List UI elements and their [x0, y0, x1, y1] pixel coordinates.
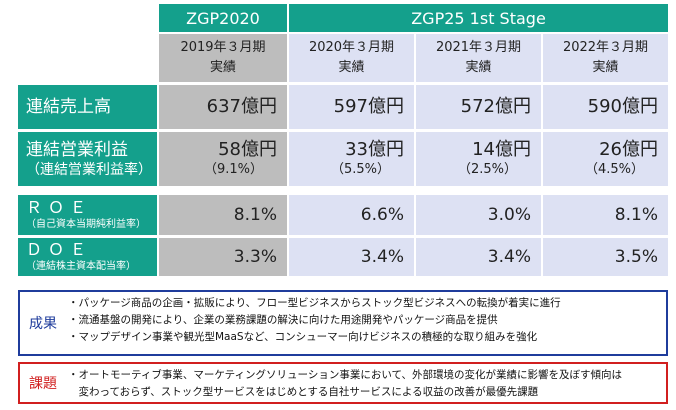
results-line: ・マップデザイン事業や観光型MaaSなど、コンシューマー向けビジネスの積極的な取… — [68, 331, 538, 343]
doe-value-2021: 3.4% — [416, 238, 541, 276]
results-line: ・パッケージ商品の企画・拡販により、フロー型ビジネスからストック型ビジネスへの転… — [68, 297, 561, 309]
row-label-roe: ＲＯＥ （自己資本当期純利益率） — [18, 195, 157, 235]
issues-lines: ・オートモーティブ事業、マーケティングソリューション事業において、外部環境の変化… — [68, 367, 666, 401]
results-box: 成果 ・パッケージ商品の企画・拡販により、フロー型ビジネスからストック型ビジネス… — [18, 290, 668, 356]
issues-box: 課題 ・オートモーティブ事業、マーケティングソリューション事業において、外部環境… — [18, 362, 668, 404]
period-2022: 2022年３月期 実績 — [543, 34, 668, 82]
roe-value-2019: 8.1% — [159, 195, 287, 235]
sales-value-2020: 597億円 — [289, 85, 414, 129]
period-2021: 2021年３月期 実績 — [416, 34, 541, 82]
row-label-op-income: 連結営業利益 （連結営業利益率） — [18, 132, 157, 186]
sales-value-2021: 572億円 — [416, 85, 541, 129]
results-lines: ・パッケージ商品の企画・拡販により、フロー型ビジネスからストック型ビジネスへの転… — [68, 295, 666, 346]
row-label-sales: 連結売上高 — [18, 85, 157, 129]
issues-line: 変わっておらず、ストック型サービスをはじめとする自社サービスによる収益の改善が最… — [68, 386, 539, 398]
roe-value-2020: 6.6% — [289, 195, 414, 235]
issues-line: ・オートモーティブ事業、マーケティングソリューション事業において、外部環境の変化… — [68, 369, 622, 381]
period-2020: 2020年３月期 実績 — [289, 34, 414, 82]
header-zgp25: ZGP25 1st Stage — [289, 4, 668, 32]
row-label-doe: ＤＯＥ （連結株主資本配当率） — [18, 238, 157, 276]
results-line: ・流通基盤の開発により、企業の業務課題の解決に向けた用途開発やパッケージ商品を提… — [68, 314, 498, 326]
roe-value-2022: 8.1% — [543, 195, 668, 235]
doe-value-2020: 3.4% — [289, 238, 414, 276]
op-income-value-2021: 14億円 （2.5%） — [416, 132, 541, 186]
header-zgp2020: ZGP2020 — [159, 4, 287, 32]
sales-value-2022: 590億円 — [543, 85, 668, 129]
issues-label: 課題 — [29, 376, 57, 392]
op-income-value-2022: 26億円 （4.5%） — [543, 132, 668, 186]
sales-value-2019: 637億円 — [159, 85, 287, 129]
results-label: 成果 — [29, 316, 57, 332]
doe-value-2019: 3.3% — [159, 238, 287, 276]
period-2019: 2019年３月期 実績 — [159, 34, 287, 82]
roe-value-2021: 3.0% — [416, 195, 541, 235]
op-income-value-2020: 33億円 （5.5%） — [289, 132, 414, 186]
op-income-value-2019: 58億円 （9.1%） — [159, 132, 287, 186]
doe-value-2022: 3.5% — [543, 238, 668, 276]
